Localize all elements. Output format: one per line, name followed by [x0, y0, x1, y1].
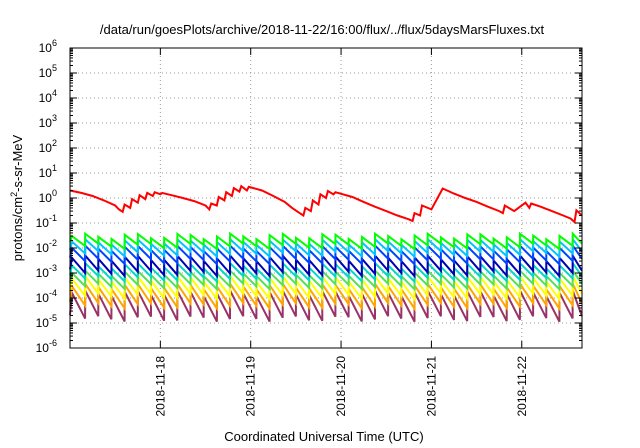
- y-axis: 10-610-510-410-310-210-11001011021031041…: [36, 38, 582, 355]
- y-tick-label: 101: [39, 163, 57, 180]
- y-tick-label-exp: -6: [49, 338, 57, 348]
- y-tick-label-base: 10: [36, 241, 50, 255]
- channel-band-line: [69, 231, 583, 252]
- y-tick-label-base: 10: [36, 291, 50, 305]
- x-tick-label: 2018-11-19: [244, 356, 258, 417]
- y-tick-label-base: 10: [36, 266, 50, 280]
- y-tick-label-exp: 3: [52, 113, 57, 123]
- x-tick-label: 2018-11-21: [424, 356, 438, 417]
- y-tick-label-base: 10: [39, 91, 53, 105]
- chart-title: /data/run/goesPlots/archive/2018-11-22/1…: [100, 22, 545, 37]
- y-axis-label: protons/cm2-s-sr-MeV: [9, 134, 25, 261]
- y-tick-label-exp: -2: [49, 238, 57, 248]
- y-tick-label: 106: [39, 38, 57, 55]
- data-series: [69, 184, 583, 323]
- y-tick-label: 10-3: [36, 263, 57, 280]
- y-tick-label-base: 10: [36, 216, 50, 230]
- x-tick-label: 2018-11-20: [334, 356, 348, 417]
- y-tick-label-exp: 6: [52, 38, 57, 48]
- y-tick-label: 103: [39, 113, 57, 130]
- y-tick-label-exp: -5: [49, 313, 57, 323]
- y-tick-label-exp: -4: [49, 288, 57, 298]
- y-label-base: protons/cm: [10, 197, 25, 261]
- y-tick-label-exp: 1: [52, 163, 57, 173]
- y-tick-label-exp: 0: [52, 188, 57, 198]
- y-tick-label-exp: 4: [52, 88, 57, 98]
- y-tick-label-base: 10: [39, 166, 53, 180]
- x-tick-label: 2018-11-18: [153, 356, 167, 417]
- y-tick-label-exp: 5: [52, 63, 57, 73]
- y-tick-label-base: 10: [39, 141, 53, 155]
- y-tick-label-base: 10: [39, 66, 53, 80]
- y-tick-label: 10-6: [36, 338, 57, 355]
- x-tick-label: 2018-11-22: [515, 356, 529, 417]
- y-tick-label-exp: -3: [49, 263, 57, 273]
- y-tick-label-base: 10: [36, 316, 50, 330]
- x-axis: 2018-11-18 2018-11-19 2018-11-20 2018-11-21…: [153, 48, 529, 417]
- y-tick-label: 105: [39, 63, 57, 80]
- y-tick-label-base: 10: [36, 341, 50, 355]
- y-tick-label-base: 10: [39, 41, 53, 55]
- y-tick-label-base: 10: [39, 191, 53, 205]
- y-tick-label: 10-5: [36, 313, 57, 330]
- y-label-rest: -s-sr-MeV: [10, 134, 25, 191]
- x-axis-label: Coordinated Universal Time (UTC): [224, 429, 423, 444]
- y-tick-label: 104: [39, 88, 57, 105]
- y-tick-label: 10-4: [36, 288, 57, 305]
- y-tick-label-base: 10: [39, 116, 53, 130]
- y-tick-label: 10-2: [36, 238, 57, 255]
- y-tick-label: 10-1: [36, 213, 57, 230]
- y-tick-label: 100: [39, 188, 57, 205]
- y-tick-label-exp: -1: [49, 213, 57, 223]
- y-tick-label-exp: 2: [52, 138, 57, 148]
- y-tick-label: 102: [39, 138, 57, 155]
- y-label-sup: 2: [9, 192, 19, 197]
- high-energy-series-line: [69, 184, 583, 224]
